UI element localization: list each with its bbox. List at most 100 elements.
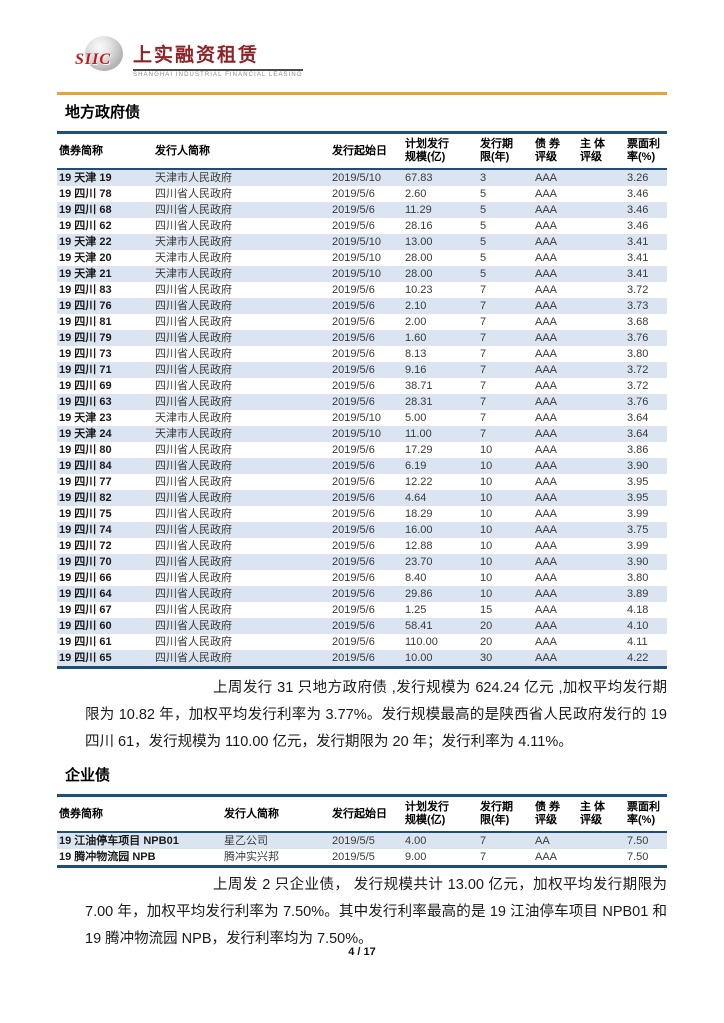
column-header: 发行人简称 [222,795,330,833]
table-cell: 28.31 [405,395,433,408]
table-cell [578,169,625,186]
table-cell: 12.88 [405,539,433,552]
table-row: 19 四川 70 四川省人民政府 2019/5/6 23.70 10 AAA 3.90 [57,554,667,570]
table-cell: 12.22 [405,475,433,488]
table-cell: 2019/5/6 [332,475,375,488]
table-cell: 四川省人民政府 [155,203,232,216]
table-cell: 28.00 [405,251,433,264]
table-cell: 38.71 [405,379,433,392]
table-cell: AAA [535,299,558,312]
table-cell: AAA [535,395,558,408]
table-cell: 3.64 [627,427,649,440]
table-cell: AAA [535,171,558,184]
column-header: 计划发行 规模(亿) [403,132,478,170]
table-cell: 2019/5/6 [332,363,375,376]
table-row: 19 四川 66 四川省人民政府 2019/5/6 8.40 10 AAA 3.80 [57,570,667,586]
column-header: 债 券 评级 [533,132,578,170]
table-cell: 四川省人民政府 [155,619,232,632]
table-cell [578,554,625,570]
table-cell: 2019/5/10 [332,411,381,424]
table-cell: 3.41 [627,251,649,264]
table-row: 19 四川 68 四川省人民政府 2019/5/6 11.29 5 AAA 3.46 [57,202,667,218]
table-cell [578,298,625,314]
table-cell: 10 [480,475,493,488]
table-cell: 10 [480,555,493,568]
table-cell: 7 [480,850,487,863]
table-cell: AAA [535,427,558,440]
table-cell: 3.41 [627,235,649,248]
table-cell: 19 四川 81 [59,315,112,328]
table-cell: 28.00 [405,267,433,280]
table-cell: 3.95 [627,475,649,488]
table-row: 19 四川 81 四川省人民政府 2019/5/6 2.00 7 AAA 3.68 [57,314,667,330]
table-row: 19 四川 76 四川省人民政府 2019/5/6 2.10 7 AAA 3.73 [57,298,667,314]
table-cell: 3.89 [627,587,649,600]
table-cell: 3.75 [627,523,649,536]
table-row: 19 天津 24 天津市人民政府 2019/5/10 11.00 7 AAA 3.64 [57,426,667,442]
table-cell: AAA [535,411,558,424]
table-cell: 3.86 [627,443,649,456]
table-cell [578,330,625,346]
table-cell: 4.10 [627,619,649,632]
table-cell: 19 四川 62 [59,219,112,232]
table-cell: 2019/5/5 [332,834,375,847]
table-cell [578,650,625,668]
table-row: 19 四川 84 四川省人民政府 2019/5/6 6.19 10 AAA 3.90 [57,458,667,474]
table-cell: 3.76 [627,331,649,344]
table-cell: 19 四川 65 [59,651,112,664]
table-cell: AAA [535,635,558,648]
table-cell: 天津市人民政府 [155,427,232,440]
table-cell: AA [535,834,550,847]
table-cell: 19 四川 70 [59,555,112,568]
table-cell: 15 [480,603,493,616]
table-cell: 7 [480,315,487,328]
column-header: 发行期 限(年) [478,795,533,833]
table-cell: 10 [480,523,493,536]
table-cell: AAA [535,651,558,664]
table-cell: 天津市人民政府 [155,235,232,248]
table-cell: 2019/5/6 [332,299,375,312]
table-cell: 3.72 [627,363,649,376]
company-logo: SIIC [75,34,125,74]
table-cell: 7 [480,299,487,312]
table-cell: 2019/5/6 [332,283,375,296]
table-cell: 19 四川 61 [59,635,112,648]
table-row: 19 四川 64 四川省人民政府 2019/5/6 29.86 10 AAA 3.89 [57,586,667,602]
table-cell: 2019/5/6 [332,331,375,344]
table-cell: AAA [535,379,558,392]
table-cell: AAA [535,347,558,360]
table-cell: 1.60 [405,331,427,344]
table-cell: 4.18 [627,603,649,616]
table-cell [578,378,625,394]
table-cell: AAA [535,523,558,536]
table-cell [578,218,625,234]
section-heading-local-gov-bonds: 地方政府债 [65,104,141,121]
table-cell: 四川省人民政府 [155,635,232,648]
column-header: 发行起始日 [330,795,403,833]
table-cell: 13.00 [405,235,433,248]
table-cell [578,602,625,618]
table-cell: AAA [535,251,558,264]
table-cell: 19 四川 60 [59,619,112,632]
table-cell: 四川省人民政府 [155,523,232,536]
table-cell: 19 四川 83 [59,283,112,296]
table-cell: 3.80 [627,347,649,360]
table-cell: 5 [480,203,487,216]
table-cell: 四川省人民政府 [155,379,232,392]
table-cell: 四川省人民政府 [155,187,232,200]
table-row: 19 江油停车项目 NPB01 星乙公司 2019/5/5 4.00 7 AA 7.50 [57,832,667,849]
table-cell: 9.00 [405,850,427,863]
table-cell: 19 四川 82 [59,491,112,504]
table-cell: 23.70 [405,555,433,568]
company-name-cn: 上实融资租赁 [133,40,303,71]
table-row: 19 四川 77 四川省人民政府 2019/5/6 12.22 10 AAA 3.95 [57,474,667,490]
table-row: 19 四川 67 四川省人民政府 2019/5/6 1.25 15 AAA 4.18 [57,602,667,618]
table-cell: 2019/5/6 [332,587,375,600]
table-row: 19 天津 23 天津市人民政府 2019/5/10 5.00 7 AAA 3.64 [57,410,667,426]
table-cell: 8.13 [405,347,427,360]
table-cell: 11.29 [405,203,432,216]
table-cell: 2019/5/10 [332,171,381,184]
table-cell: 19 四川 80 [59,443,112,456]
table-row: 19 四川 79 四川省人民政府 2019/5/6 1.60 7 AAA 3.76 [57,330,667,346]
